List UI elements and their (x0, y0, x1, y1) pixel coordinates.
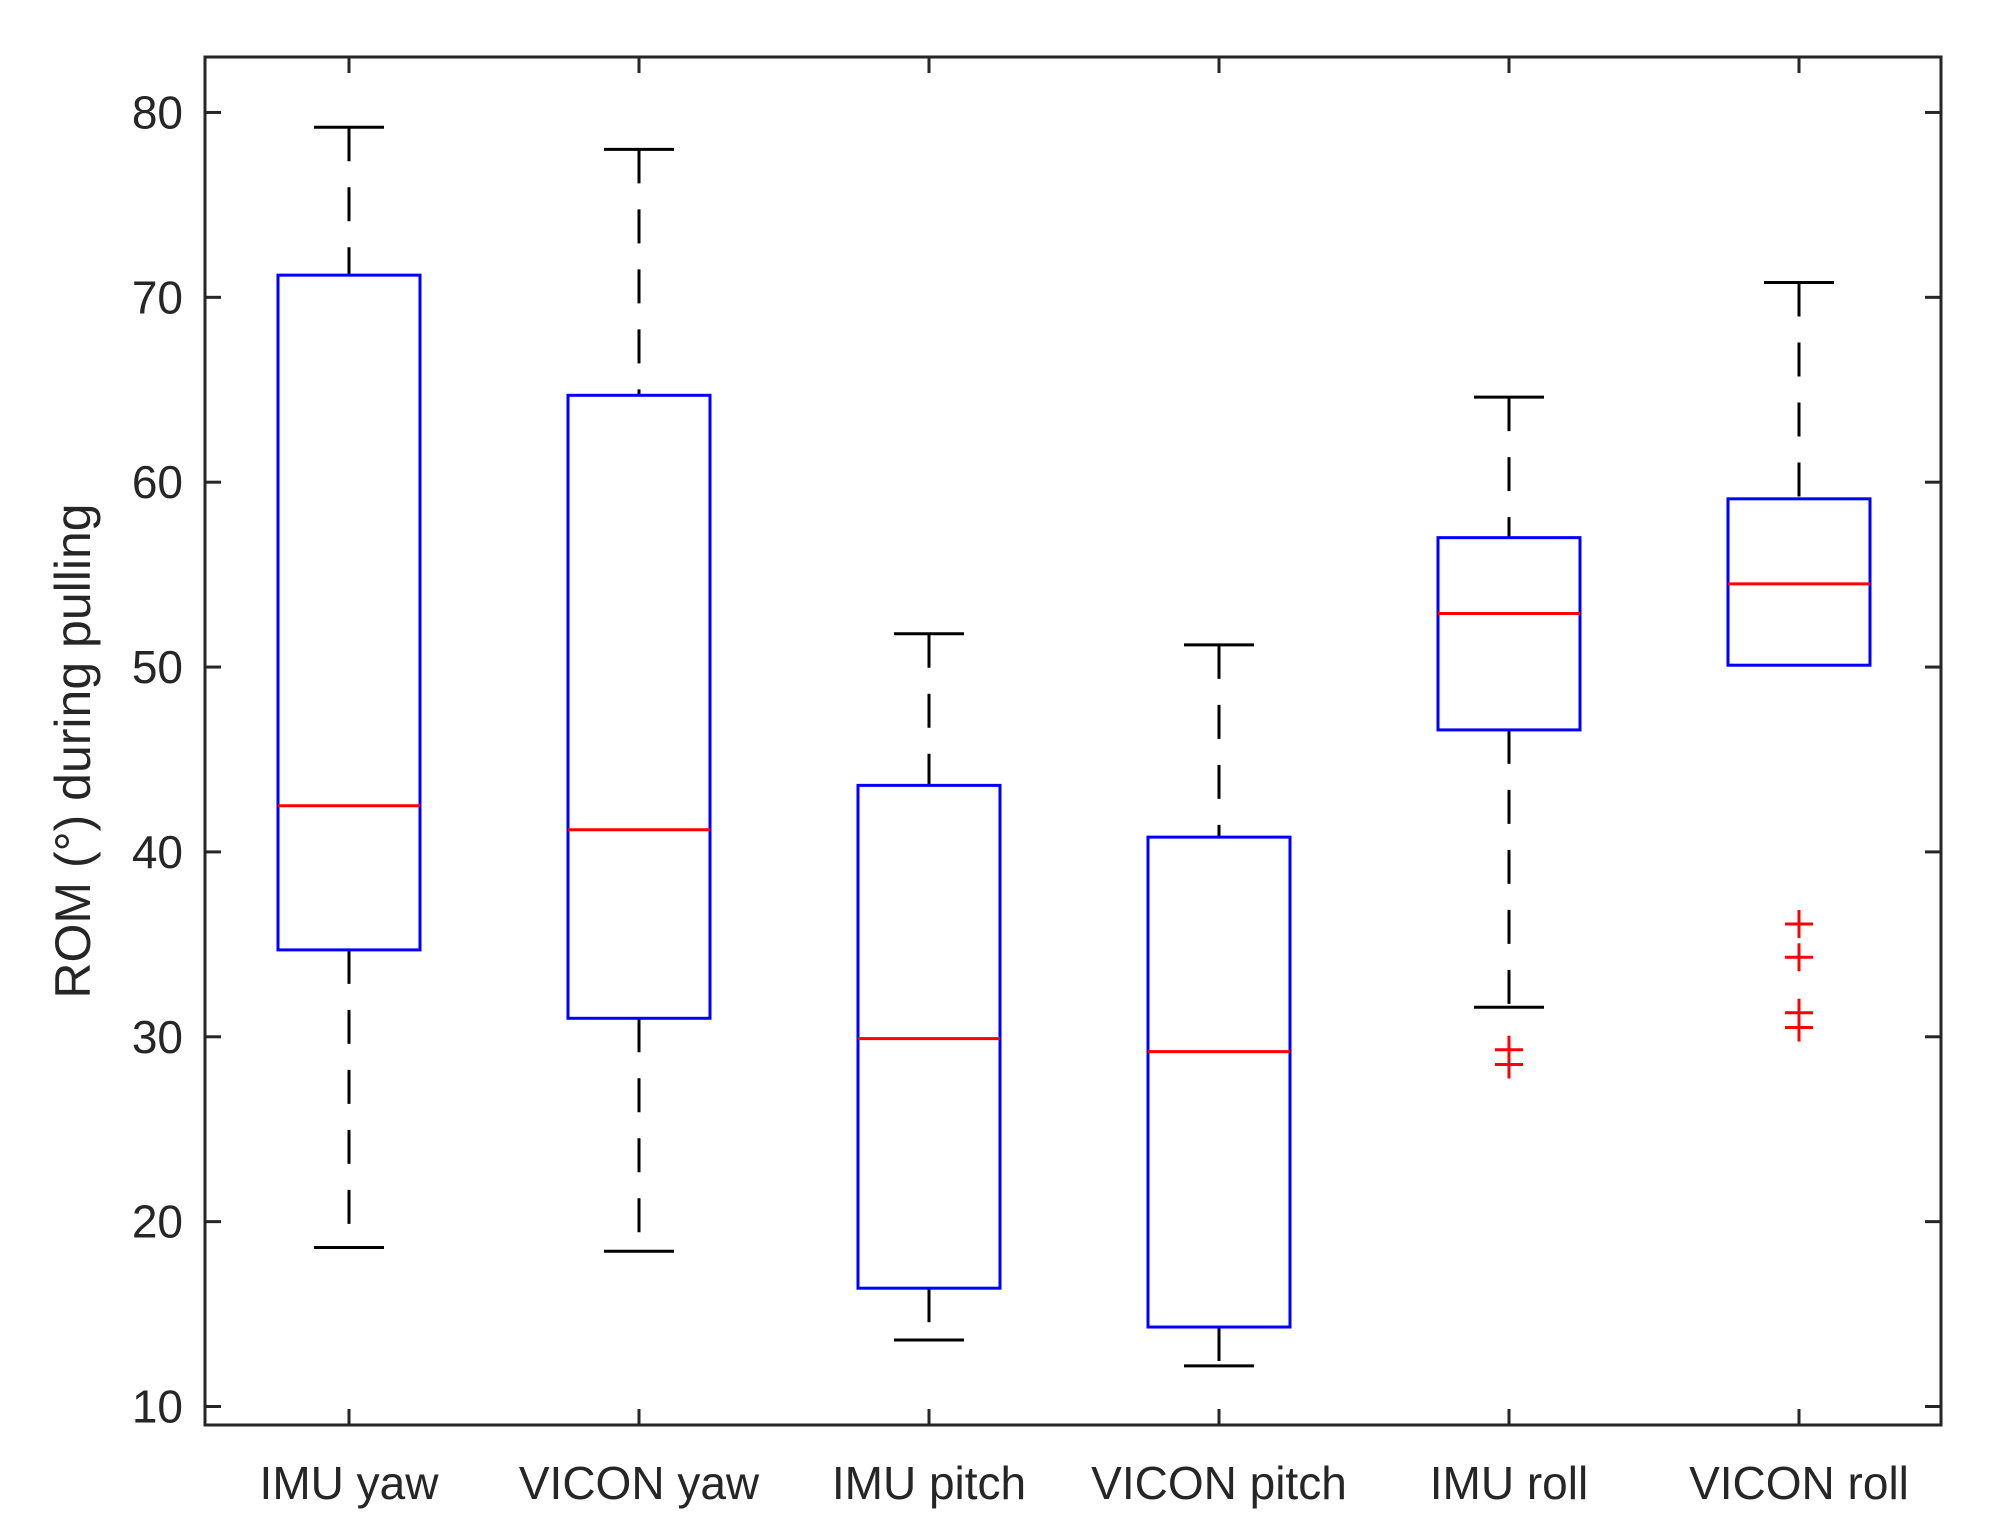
box-iqr (856, 783, 1002, 1290)
y-axis-label: ROM (°) during pulling (45, 503, 101, 998)
box-iqr (276, 273, 422, 952)
x-tick-label: IMU pitch (832, 1457, 1026, 1509)
box-group (566, 147, 712, 1253)
y-tick-label: 30 (132, 1011, 183, 1063)
plot-marks (276, 125, 1872, 1368)
y-tick-label: 80 (132, 86, 183, 138)
x-tick-label: VICON yaw (519, 1457, 760, 1509)
x-tick-label: VICON roll (1689, 1457, 1909, 1509)
x-tick-label: VICON pitch (1091, 1457, 1347, 1509)
y-tick-label: 10 (132, 1381, 183, 1433)
box-group (1726, 281, 1872, 1042)
y-tick-label: 40 (132, 826, 183, 878)
box-group (276, 125, 422, 1250)
box-group (856, 632, 1002, 1342)
x-tick-label: IMU yaw (260, 1457, 440, 1509)
outlier-marker (1785, 998, 1813, 1027)
box-group (1146, 643, 1292, 1368)
y-tick-label: 60 (132, 456, 183, 508)
box-iqr (1436, 536, 1582, 732)
outlier-marker (1785, 943, 1813, 972)
y-tick-label: 70 (132, 271, 183, 323)
outlier-marker (1495, 1035, 1523, 1064)
plot-frame (203, 55, 1943, 1427)
outlier-marker (1785, 910, 1813, 939)
y-tick-label: 50 (132, 641, 183, 693)
box-group (1436, 395, 1582, 1079)
box-iqr (1726, 497, 1872, 667)
box-iqr (1146, 835, 1292, 1329)
x-tick-label: IMU roll (1430, 1457, 1588, 1509)
y-tick-label: 20 (132, 1196, 183, 1248)
axis-ticks: 10 20 30 40 50 60 70 80 IMU yaw VICON yaw IMU pitc… (132, 57, 1941, 1509)
box-iqr (566, 393, 712, 1020)
